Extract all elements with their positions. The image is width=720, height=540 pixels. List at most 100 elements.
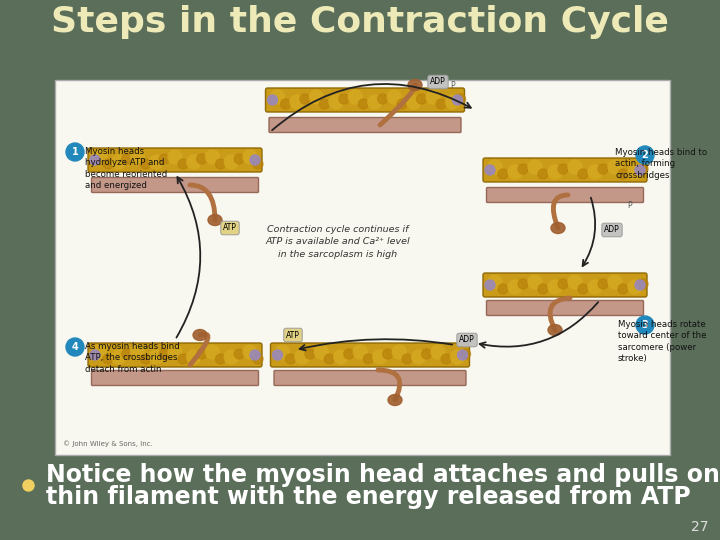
Circle shape — [407, 95, 420, 109]
Circle shape — [368, 95, 382, 109]
FancyBboxPatch shape — [483, 273, 647, 297]
Circle shape — [344, 349, 354, 359]
Circle shape — [243, 150, 257, 164]
Circle shape — [508, 280, 522, 294]
Circle shape — [290, 95, 304, 109]
Circle shape — [112, 350, 126, 364]
Circle shape — [186, 350, 201, 364]
Circle shape — [305, 349, 315, 359]
Circle shape — [636, 316, 654, 334]
Circle shape — [359, 99, 368, 109]
Circle shape — [315, 345, 328, 359]
Circle shape — [320, 99, 329, 109]
Circle shape — [608, 275, 622, 289]
Circle shape — [558, 164, 568, 174]
Circle shape — [130, 150, 145, 164]
Circle shape — [140, 354, 150, 364]
Circle shape — [130, 345, 145, 359]
FancyBboxPatch shape — [88, 343, 262, 367]
Circle shape — [364, 354, 373, 364]
Circle shape — [205, 150, 220, 164]
Text: 3: 3 — [642, 320, 649, 330]
Circle shape — [378, 94, 388, 104]
Circle shape — [568, 275, 582, 289]
Circle shape — [628, 280, 642, 294]
Text: As myosin heads bind
ATP, the crossbridges
detach from actin: As myosin heads bind ATP, the crossbridg… — [85, 342, 180, 374]
Circle shape — [354, 345, 367, 359]
Ellipse shape — [551, 222, 565, 233]
Circle shape — [538, 284, 548, 294]
Circle shape — [488, 275, 502, 289]
Circle shape — [538, 169, 548, 179]
Ellipse shape — [208, 214, 222, 226]
Circle shape — [295, 350, 309, 364]
Circle shape — [90, 350, 100, 360]
Circle shape — [498, 169, 508, 179]
Circle shape — [638, 279, 648, 289]
Circle shape — [250, 350, 260, 360]
Circle shape — [224, 350, 238, 364]
Text: Notice how the myosin head attaches and pulls on the: Notice how the myosin head attaches and … — [46, 463, 720, 487]
Text: thin filament with the energy released from ATP: thin filament with the energy released f… — [46, 485, 690, 509]
Circle shape — [243, 345, 257, 359]
FancyBboxPatch shape — [91, 178, 258, 192]
Text: ADP: ADP — [430, 78, 446, 86]
Circle shape — [452, 95, 462, 105]
Circle shape — [197, 349, 207, 359]
Circle shape — [422, 349, 431, 359]
Circle shape — [234, 154, 244, 164]
Circle shape — [528, 275, 542, 289]
Text: ATP: ATP — [223, 224, 237, 233]
Circle shape — [446, 95, 459, 109]
FancyBboxPatch shape — [487, 300, 644, 315]
Circle shape — [498, 284, 508, 294]
Circle shape — [635, 280, 645, 290]
Circle shape — [426, 90, 440, 104]
Circle shape — [508, 165, 522, 179]
FancyBboxPatch shape — [487, 187, 644, 202]
Circle shape — [334, 350, 348, 364]
Circle shape — [103, 159, 113, 169]
Circle shape — [310, 90, 323, 104]
Text: ADP: ADP — [459, 335, 475, 345]
Circle shape — [253, 159, 263, 169]
Circle shape — [215, 159, 225, 169]
Circle shape — [638, 164, 648, 174]
Circle shape — [268, 95, 277, 105]
Circle shape — [140, 159, 150, 169]
Circle shape — [215, 354, 225, 364]
Circle shape — [598, 279, 608, 289]
Circle shape — [528, 160, 542, 174]
Circle shape — [588, 280, 602, 294]
Circle shape — [253, 354, 263, 364]
Circle shape — [598, 164, 608, 174]
Text: 2: 2 — [642, 150, 649, 160]
Ellipse shape — [408, 79, 422, 91]
Circle shape — [628, 165, 642, 179]
Circle shape — [271, 90, 284, 104]
Circle shape — [383, 349, 392, 359]
Circle shape — [618, 284, 628, 294]
Circle shape — [149, 350, 163, 364]
Circle shape — [485, 280, 495, 290]
Circle shape — [387, 90, 401, 104]
Circle shape — [488, 160, 502, 174]
Ellipse shape — [193, 329, 207, 341]
Circle shape — [461, 349, 470, 359]
Circle shape — [112, 155, 126, 169]
FancyBboxPatch shape — [91, 370, 258, 386]
Circle shape — [186, 155, 201, 169]
Circle shape — [205, 345, 220, 359]
Circle shape — [286, 354, 295, 364]
Text: P: P — [628, 200, 632, 210]
Circle shape — [325, 354, 334, 364]
Text: 1: 1 — [71, 147, 78, 157]
Circle shape — [618, 169, 628, 179]
Circle shape — [578, 284, 588, 294]
Circle shape — [93, 150, 107, 164]
Text: Steps in the Contraction Cycle: Steps in the Contraction Cycle — [51, 5, 669, 39]
Circle shape — [159, 349, 169, 359]
Circle shape — [436, 99, 446, 109]
Circle shape — [412, 350, 426, 364]
Circle shape — [568, 160, 582, 174]
